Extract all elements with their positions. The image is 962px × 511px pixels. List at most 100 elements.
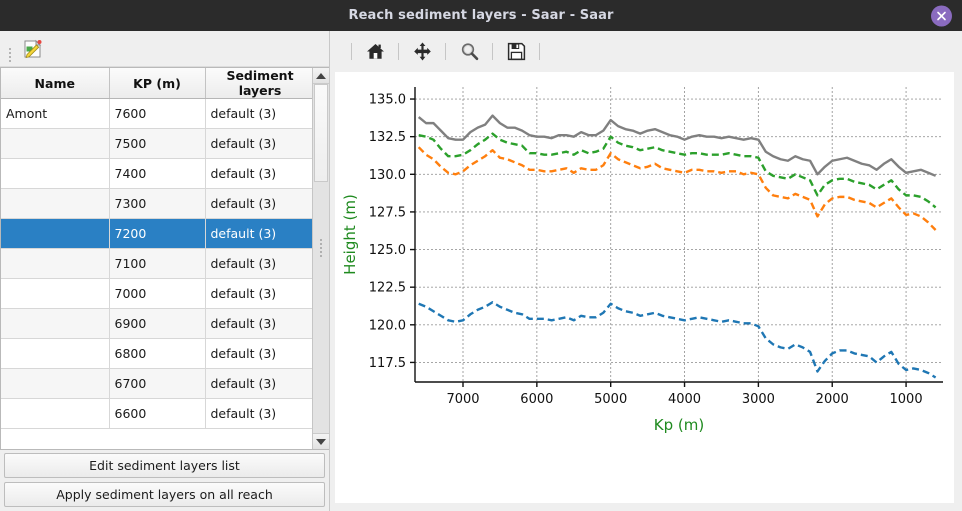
pan-icon[interactable] xyxy=(406,36,438,68)
row-kp-cell[interactable]: 7300 xyxy=(109,188,206,219)
y-tick-label: 132.5 xyxy=(369,130,406,145)
table-scroll-port: Name KP (m) Sediment layers Amont 7600 def… xyxy=(1,68,312,449)
row-name-cell[interactable] xyxy=(1,248,110,279)
row-sediment-layers-cell[interactable]: default (3) xyxy=(205,128,312,159)
home-icon[interactable] xyxy=(359,36,391,68)
row-sediment-layers-cell[interactable]: default (3) xyxy=(205,278,312,309)
row-name-cell[interactable] xyxy=(1,398,110,429)
title-bar: Reach sediment layers - Saar - Saar xyxy=(0,0,962,31)
row-sediment-layers-cell[interactable]: default (3) xyxy=(205,398,312,429)
chart-canvas[interactable]: 117.5 120.0 122.5 125.0 127.5 130.0 132.5 135.0… xyxy=(335,72,954,503)
left-toolbar xyxy=(0,31,329,67)
column-header-sediment-layers[interactable]: Sediment layers xyxy=(205,68,312,99)
zoom-icon[interactable] xyxy=(453,36,485,68)
x-tick-label: 6000 xyxy=(520,392,553,407)
row-sediment-layers-cell[interactable]: default (3) xyxy=(205,308,312,339)
edit-document-icon[interactable] xyxy=(17,35,47,63)
scrollbar-track[interactable] xyxy=(313,84,329,433)
row-sediment-layers-cell[interactable]: default (3) xyxy=(205,218,312,249)
row-name-cell[interactable] xyxy=(1,308,110,339)
scrollbar-grip-dots xyxy=(320,239,322,241)
scroll-up-arrow-icon[interactable] xyxy=(313,68,329,84)
toolbar-grip[interactable] xyxy=(6,37,13,61)
row-sediment-layers-cell[interactable]: default (3) xyxy=(205,158,312,189)
save-icon[interactable] xyxy=(500,36,532,68)
table-row[interactable]: 6900 default (3) xyxy=(1,308,312,339)
scrollbar-thumb[interactable] xyxy=(314,84,328,182)
y-tick-label: 117.5 xyxy=(369,356,406,371)
row-sediment-layers-cell[interactable]: default (3) xyxy=(205,368,312,399)
toolbar-separator xyxy=(539,43,540,60)
y-tick-label: 122.5 xyxy=(369,281,406,296)
table-header-row: Name KP (m) Sediment layers xyxy=(1,68,312,99)
row-kp-cell[interactable]: 7200 xyxy=(109,218,206,249)
row-kp-cell[interactable]: 7000 xyxy=(109,278,206,309)
row-kp-cell[interactable]: 6600 xyxy=(109,398,206,429)
close-icon[interactable] xyxy=(931,5,952,26)
table-row[interactable]: 6800 default (3) xyxy=(1,338,312,369)
y-tick-label: 130.0 xyxy=(369,168,406,183)
dialog-body: Name KP (m) Sediment layers Amont 7600 def… xyxy=(0,31,962,511)
scroll-down-arrow-icon[interactable] xyxy=(313,433,329,449)
row-name-cell[interactable] xyxy=(1,188,110,219)
y-tick-label: 120.0 xyxy=(369,318,406,333)
row-name-cell[interactable] xyxy=(1,218,110,249)
window-title: Reach sediment layers - Saar - Saar xyxy=(348,8,614,23)
table-row[interactable]: 7100 default (3) xyxy=(1,248,312,279)
sediment-table: Name KP (m) Sediment layers Amont 7600 def… xyxy=(0,67,329,450)
row-kp-cell[interactable]: 7600 xyxy=(109,98,206,129)
x-tick-label: 7000 xyxy=(446,392,479,407)
plot-background xyxy=(415,87,943,382)
edit-sediment-layers-list-button[interactable]: Edit sediment layers list xyxy=(4,453,325,478)
row-sediment-layers-cell[interactable]: default (3) xyxy=(205,98,312,129)
row-kp-cell[interactable]: 7100 xyxy=(109,248,206,279)
table-row[interactable]: 7400 default (3) xyxy=(1,158,312,189)
toolbar-separator xyxy=(351,43,352,60)
table-row[interactable]: 6600 default (3) xyxy=(1,398,312,429)
row-name-cell[interactable] xyxy=(1,128,110,159)
y-tick-label: 127.5 xyxy=(369,205,406,220)
table-body: Amont 7600 default (3) 7500 default (3) 7400 d… xyxy=(1,98,312,429)
row-name-cell[interactable] xyxy=(1,158,110,189)
row-name-cell[interactable] xyxy=(1,368,110,399)
row-kp-cell[interactable]: 7500 xyxy=(109,128,206,159)
row-kp-cell[interactable]: 6900 xyxy=(109,308,206,339)
height-vs-kp-line-chart: 117.5 120.0 122.5 125.0 127.5 130.0 132.5 135.0… xyxy=(341,87,943,434)
table-row[interactable]: 7000 default (3) xyxy=(1,278,312,309)
left-panel: Name KP (m) Sediment layers Amont 7600 def… xyxy=(0,31,330,511)
series-line-layer-2 xyxy=(417,146,937,231)
column-header-name[interactable]: Name xyxy=(1,68,110,99)
series-line-layer-1 xyxy=(418,132,937,209)
x-tick-label: 1000 xyxy=(890,392,923,407)
x-tick-label: 5000 xyxy=(594,392,627,407)
x-tick-label: 4000 xyxy=(668,392,701,407)
x-tick-label: 3000 xyxy=(742,392,775,407)
toolbar-separator xyxy=(398,43,399,60)
row-sediment-layers-cell[interactable]: default (3) xyxy=(205,188,312,219)
row-sediment-layers-cell[interactable]: default (3) xyxy=(205,338,312,369)
table-row[interactable]: 7500 default (3) xyxy=(1,128,312,159)
table-row[interactable]: Amont 7600 default (3) xyxy=(1,98,312,129)
table-row[interactable]: 7200 default (3) xyxy=(1,218,312,249)
toolbar-separator xyxy=(445,43,446,60)
y-tick-label: 135.0 xyxy=(369,93,406,108)
apply-sediment-layers-on-all-reach-button[interactable]: Apply sediment layers on all reach xyxy=(4,482,325,507)
row-sediment-layers-cell[interactable]: default (3) xyxy=(205,248,312,279)
x-tick-label: 2000 xyxy=(816,392,849,407)
chart-toolbar xyxy=(330,31,962,72)
chart-panel: 117.5 120.0 122.5 125.0 127.5 130.0 132.5 135.0… xyxy=(330,31,962,511)
row-kp-cell[interactable]: 7400 xyxy=(109,158,206,189)
row-name-cell[interactable]: Amont xyxy=(1,98,110,129)
row-kp-cell[interactable]: 6800 xyxy=(109,338,206,369)
left-panel-buttons: Edit sediment layers list Apply sediment… xyxy=(0,450,329,511)
row-name-cell[interactable] xyxy=(1,278,110,309)
row-name-cell[interactable] xyxy=(1,338,110,369)
x-axis-label: Kp (m) xyxy=(654,416,704,434)
table-row[interactable]: 7300 default (3) xyxy=(1,188,312,219)
row-kp-cell[interactable]: 6700 xyxy=(109,368,206,399)
table-row[interactable]: 6700 default (3) xyxy=(1,368,312,399)
y-tick-label: 125.0 xyxy=(369,243,406,258)
table-vertical-scrollbar[interactable] xyxy=(312,68,329,449)
column-header-kp[interactable]: KP (m) xyxy=(109,68,206,99)
